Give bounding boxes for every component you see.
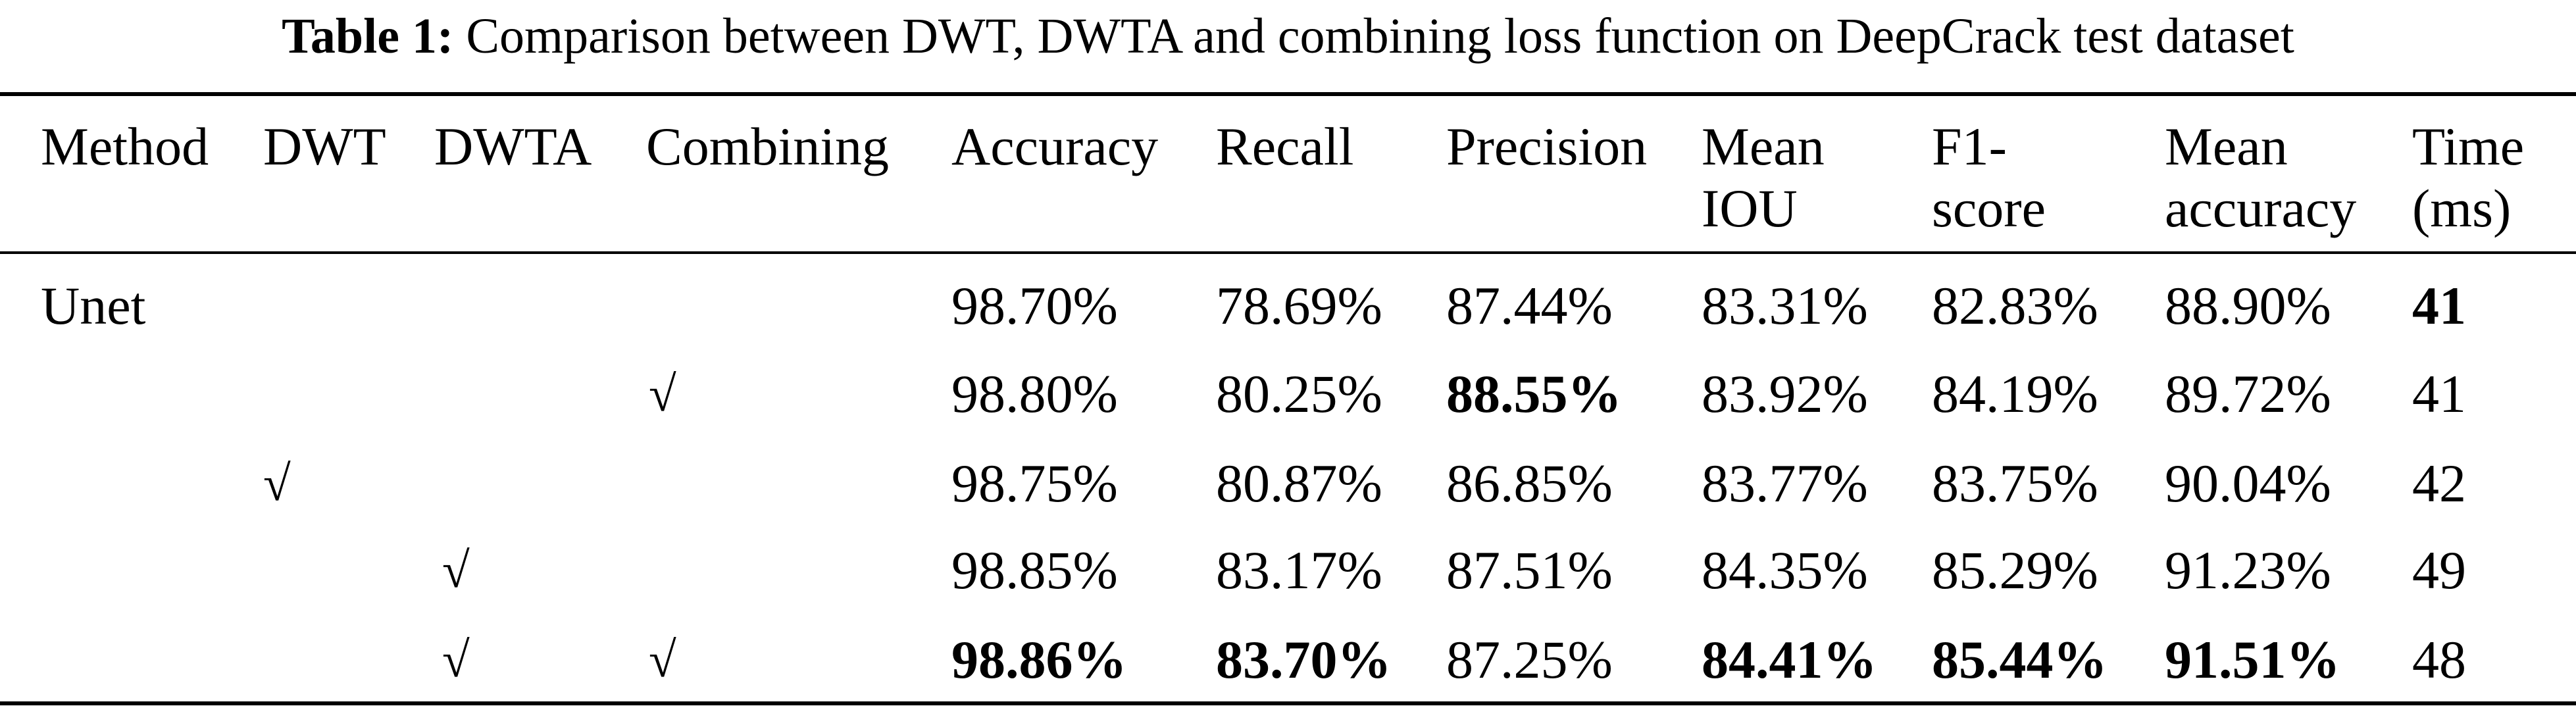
cell-precision: 88.55% [1446, 364, 1622, 424]
cell-mean-iou: 83.92% [1702, 364, 1868, 424]
cell-method: Unet [41, 276, 146, 336]
cell-mean-accuracy: 88.90% [2165, 276, 2331, 336]
cell-mean-iou: 83.77% [1702, 453, 1868, 513]
cell-precision: 87.25% [1446, 630, 1613, 690]
cell-mean-iou: 84.41% [1702, 630, 1877, 690]
header-precision: Precision [1446, 116, 1648, 176]
cell-mean-iou: 84.35% [1702, 540, 1868, 600]
cell-accuracy: 98.86% [951, 630, 1127, 690]
cell-accuracy: 98.75% [951, 453, 1118, 513]
cell-mean-iou: 83.31% [1702, 276, 1868, 336]
table-caption: Table 1: Comparison between DWT, DWTA an… [0, 0, 2576, 92]
cell-combining-check: √ [649, 632, 676, 688]
cell-recall: 80.25% [1216, 364, 1382, 424]
header-mean-iou-line1: Mean [1702, 116, 1825, 176]
cell-recall: 78.69% [1216, 276, 1382, 336]
cell-precision: 86.85% [1446, 453, 1613, 513]
cell-recall: 83.17% [1216, 540, 1382, 600]
cell-f1: 83.75% [1932, 453, 2098, 513]
cell-f1: 82.83% [1932, 276, 2098, 336]
cell-dwt-check: √ [263, 456, 291, 511]
cell-accuracy: 98.70% [951, 276, 1118, 336]
cell-dwta-check: √ [442, 632, 470, 688]
header-method: Method [41, 116, 209, 176]
cell-dwta-check: √ [442, 543, 470, 598]
cell-recall: 83.70% [1216, 630, 1392, 690]
table-bottom-rule [0, 701, 2576, 705]
header-accuracy: Accuracy [951, 116, 1159, 176]
cell-accuracy: 98.80% [951, 364, 1118, 424]
cell-time: 42 [2412, 453, 2466, 513]
header-time-line2: (ms) [2412, 178, 2512, 238]
header-f1-line1: F1- [1932, 116, 2007, 176]
header-mean-iou-line2: IOU [1702, 178, 1798, 238]
header-combining: Combining [646, 116, 890, 176]
caption-label: Table 1: [282, 9, 454, 64]
cell-mean-accuracy: 91.51% [2165, 630, 2340, 690]
cell-mean-accuracy: 90.04% [2165, 453, 2331, 513]
header-time-line1: Time [2412, 116, 2525, 176]
cell-recall: 80.87% [1216, 453, 1382, 513]
table-top-rule [0, 92, 2576, 96]
cell-accuracy: 98.85% [951, 540, 1118, 600]
header-recall: Recall [1216, 116, 1354, 176]
caption-text: Comparison between DWT, DWTA and combini… [466, 9, 2294, 64]
cell-mean-accuracy: 91.23% [2165, 540, 2331, 600]
cell-time: 41 [2412, 364, 2466, 424]
cell-precision: 87.44% [1446, 276, 1613, 336]
header-mean-accuracy-line1: Mean [2165, 116, 2288, 176]
cell-time: 41 [2412, 276, 2466, 336]
cell-f1: 85.29% [1932, 540, 2098, 600]
cell-time: 48 [2412, 630, 2466, 690]
cell-f1: 85.44% [1932, 630, 2108, 690]
table-header-rule [0, 251, 2576, 254]
header-f1-line2: score [1932, 178, 2046, 238]
cell-time: 49 [2412, 540, 2466, 600]
cell-f1: 84.19% [1932, 364, 2098, 424]
header-mean-accuracy-line2: accuracy [2165, 178, 2357, 238]
cell-combining-check: √ [649, 366, 676, 422]
header-dwt: DWT [263, 116, 386, 176]
cell-mean-accuracy: 89.72% [2165, 364, 2331, 424]
header-dwta: DWTA [434, 116, 592, 176]
cell-precision: 87.51% [1446, 540, 1613, 600]
